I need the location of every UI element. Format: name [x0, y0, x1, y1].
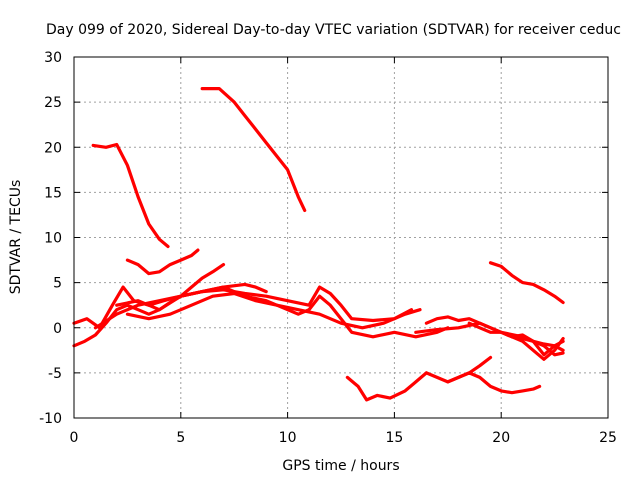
y-tick-label: 30 — [44, 50, 62, 66]
x-tick-label: 5 — [176, 430, 185, 446]
x-tick-label: 0 — [70, 430, 79, 446]
y-tick-label: -10 — [39, 411, 62, 427]
y-tick-label: 15 — [44, 185, 62, 201]
y-tick-label: -5 — [48, 366, 62, 382]
y-tick-label: 5 — [53, 276, 62, 292]
x-tick-label: 15 — [385, 430, 403, 446]
y-tick-label: 25 — [44, 95, 62, 111]
series-line-s11 — [414, 321, 565, 357]
series-line-s14 — [345, 371, 428, 402]
x-axis-label: GPS time / hours — [282, 458, 399, 474]
x-tick-label: 20 — [492, 430, 510, 446]
series-line-s5 — [72, 263, 226, 348]
series-line-s9 — [125, 291, 422, 330]
series-line-s15 — [424, 371, 542, 395]
x-tick-label: 25 — [599, 430, 617, 446]
series-line-s12 — [467, 321, 565, 357]
series-line-s2 — [200, 86, 307, 212]
series-line-s7 — [93, 285, 414, 330]
series-line-s3 — [125, 248, 200, 276]
series-line-s13 — [510, 335, 565, 361]
series-line-s4 — [488, 261, 565, 305]
x-tick-label: 10 — [279, 430, 297, 446]
series-line-s1 — [91, 142, 170, 249]
chart-title: Day 099 of 2020, Sidereal Day-to-day VTE… — [46, 22, 621, 38]
series-line-s8 — [115, 285, 450, 339]
y-tick-label: 20 — [44, 140, 62, 156]
y-tick-label: 0 — [53, 321, 62, 337]
plot-frame — [73, 56, 609, 419]
series-layer — [72, 86, 565, 402]
y-tick-label: 10 — [44, 231, 62, 247]
series-line-s16 — [446, 355, 493, 384]
ticks: 0 5 10 15 20 25 -10 -5 0 5 10 15 20 25 30 — [39, 50, 617, 446]
grid — [74, 57, 608, 418]
y-axis-label: SDTVAR / TECUs — [8, 180, 24, 295]
